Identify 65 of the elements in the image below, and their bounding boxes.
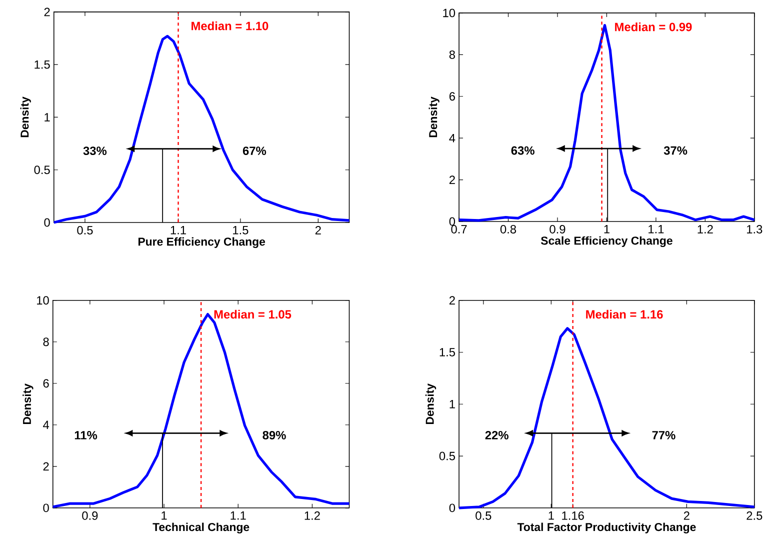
x-tick-label: 0.9 (82, 512, 98, 520)
y-tick-label: 4 (449, 134, 456, 142)
annotation: 63% (511, 146, 534, 155)
x-axis-title: Scale Efficiency Change (540, 236, 672, 248)
x-tick-label: 1.1 (170, 226, 186, 234)
x-axis-title: Total Factor Productivity Change (517, 522, 696, 534)
y-tick-label: 1 (450, 400, 455, 408)
x-tick-label: 1.1 (230, 512, 246, 520)
x-tick-label: 1.5 (233, 226, 248, 234)
x-axis-title: Technical Change (152, 522, 250, 534)
x-tick-label: 0.5 (476, 512, 492, 520)
x-tick-label: 2 (684, 512, 690, 520)
y-tick-label: 1 (44, 113, 50, 122)
annotation: 11% (74, 431, 98, 440)
line-series (458, 327, 756, 510)
x-axis-title: Pure Efficiency Change (138, 237, 266, 248)
y-tick-label: 10 (37, 296, 49, 305)
y-tick-label: 6 (43, 379, 49, 388)
y-tick-label: 4 (43, 420, 50, 430)
y-tick-label: 2 (449, 176, 455, 184)
y-tick-label: 0 (449, 504, 456, 512)
y-tick-label: 2 (449, 296, 455, 305)
line-series (458, 24, 756, 222)
y-tick-label: 1.5 (34, 60, 50, 69)
x-tick-label: 1 (162, 512, 167, 520)
y-axis-title: Density (22, 384, 34, 424)
annotation: 77% (652, 431, 676, 440)
y-tick-label: 8 (43, 338, 49, 346)
y-tick-label: 2 (44, 8, 50, 16)
y-axis-title: Density (425, 384, 436, 424)
x-tick-label: 1 (604, 225, 610, 234)
y-tick-label: 10 (443, 8, 456, 18)
x-tick-label: 1.16 (562, 512, 584, 520)
annotation: 22% (485, 431, 508, 440)
x-tick-label: 1.2 (304, 512, 320, 520)
x-tick-label: 0.7 (451, 225, 467, 234)
y-tick-label: 0.5 (439, 452, 456, 460)
y-tick-label: 0.5 (34, 166, 50, 174)
y-tick-label: 6 (449, 92, 455, 101)
line-series (52, 34, 351, 224)
ref-line-label: Median = 1.05 (214, 310, 292, 319)
x-tick-label: 1.2 (698, 225, 713, 234)
y-axis-title: Density (20, 96, 31, 138)
y-tick-label: 1.5 (440, 348, 456, 356)
x-tick-label: 0.8 (500, 225, 516, 234)
y-axis-title: Density (428, 96, 440, 138)
ref-line-label: Median = 1.10 (192, 22, 268, 30)
y-tick-label: 8 (449, 50, 455, 59)
x-tick-label: 2.5 (746, 512, 762, 520)
x-tick-label: 2 (315, 226, 321, 234)
annotation: 37% (664, 146, 688, 155)
ref-line-label: Median = 1.16 (586, 310, 663, 319)
x-tick-label: 1 (548, 512, 554, 520)
y-tick-label: 0 (43, 504, 49, 512)
annotation: 89% (262, 431, 286, 440)
annotation: 33% (83, 146, 107, 156)
y-tick-label: 0 (449, 217, 456, 226)
x-tick-label: 1.1 (648, 225, 664, 234)
x-tick-label: 0.9 (550, 225, 566, 234)
x-tick-label: 0.5 (77, 226, 93, 235)
y-tick-label: 2 (43, 462, 49, 471)
y-tick-label: 0 (44, 218, 50, 227)
x-tick-label: 1.3 (747, 225, 762, 234)
annotation: 67% (242, 146, 266, 156)
ref-line-label: Median = 0.99 (615, 22, 692, 32)
